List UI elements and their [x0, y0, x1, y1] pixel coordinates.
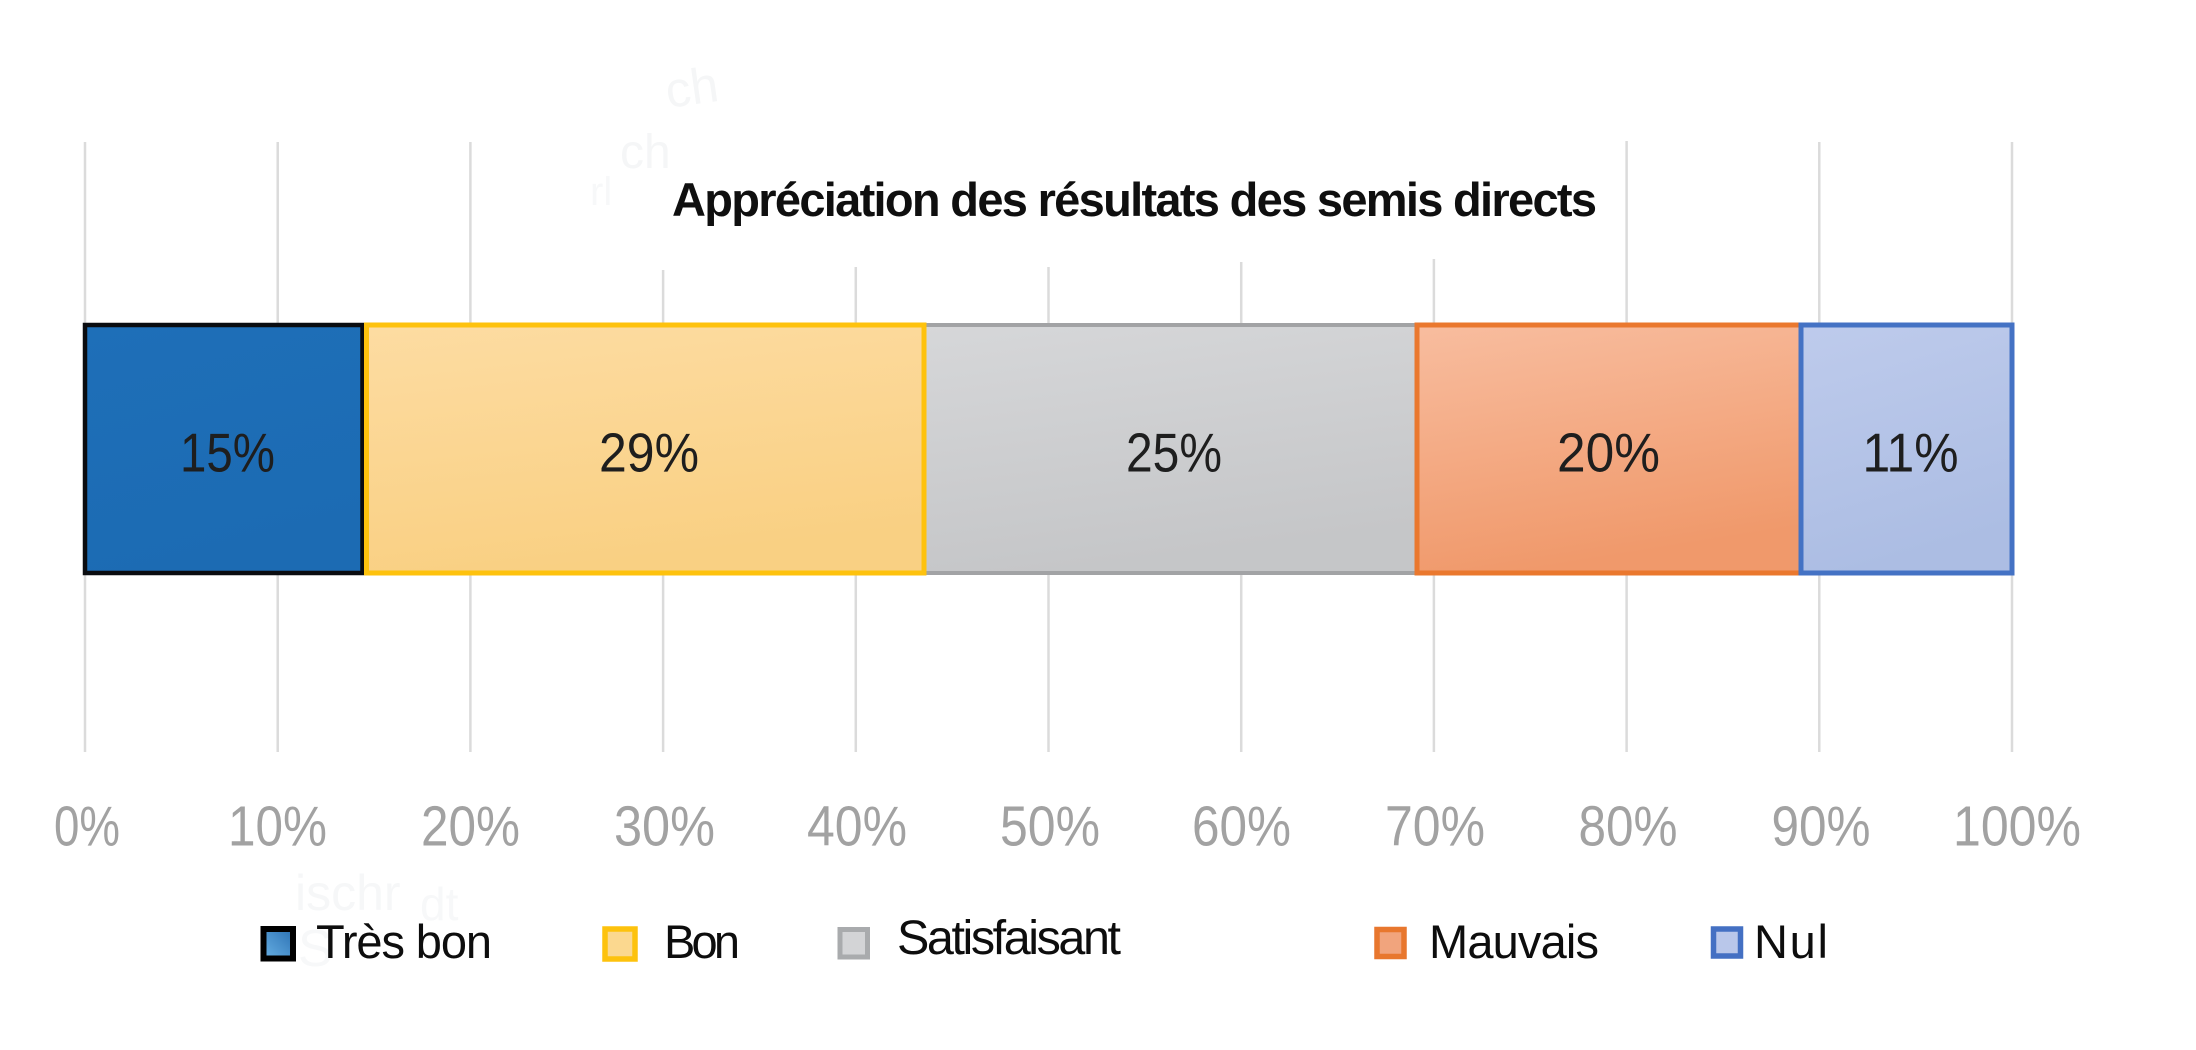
svg-text:Bon: Bon: [664, 915, 740, 968]
svg-text:25%: 25%: [1126, 422, 1222, 484]
svg-text:Appréciation des résultats des: Appréciation des résultats des semis dir…: [672, 173, 1597, 226]
svg-text:rl: rl: [590, 170, 612, 214]
svg-text:70%: 70%: [1385, 795, 1485, 858]
svg-text:0%: 0%: [54, 795, 120, 858]
svg-text:20%: 20%: [1557, 422, 1660, 484]
svg-text:10%: 10%: [228, 795, 327, 858]
svg-text:ch: ch: [620, 126, 671, 179]
svg-text:20%: 20%: [421, 795, 520, 858]
svg-text:60%: 60%: [1192, 795, 1291, 858]
svg-text:29%: 29%: [599, 422, 699, 484]
svg-text:30%: 30%: [614, 795, 715, 858]
svg-text:Nul: Nul: [1754, 915, 1828, 968]
svg-text:11%: 11%: [1863, 422, 1959, 484]
svg-text:ch: ch: [662, 56, 722, 119]
svg-text:dt: dt: [420, 878, 459, 930]
svg-text:80%: 80%: [1579, 795, 1678, 858]
svg-text:Satisfaisant: Satisfaisant: [897, 911, 1122, 965]
svg-text:40%: 40%: [807, 795, 907, 858]
svg-text:100%: 100%: [1953, 795, 2081, 858]
svg-text:15%: 15%: [180, 422, 275, 484]
svg-text:Mauvais: Mauvais: [1429, 915, 1599, 968]
svg-text:50%: 50%: [1000, 795, 1100, 858]
svg-text:90%: 90%: [1772, 795, 1871, 858]
svg-text:ischr: ischr: [295, 865, 401, 921]
svg-text:Très bon: Très bon: [316, 915, 492, 968]
svg-text:S: S: [298, 920, 333, 978]
